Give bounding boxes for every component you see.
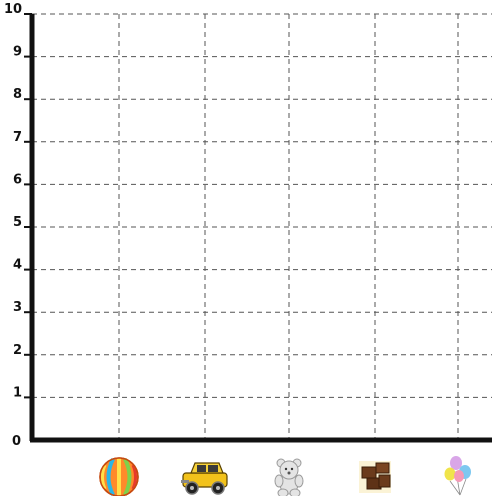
- y-tick-label: 8: [13, 87, 22, 102]
- chocolate-icon: [359, 461, 391, 493]
- balloons-icon: [444, 456, 471, 496]
- vertical-grid-lines: [118, 14, 459, 440]
- category-icons: [99, 456, 471, 496]
- beach-ball-icon: [99, 457, 139, 496]
- y-tick-label: 2: [13, 343, 22, 358]
- y-tick-label: 0: [12, 434, 21, 449]
- y-tick-label: 9: [13, 45, 22, 60]
- y-tick-label: 4: [13, 258, 22, 273]
- y-tick-label: 5: [13, 215, 22, 230]
- y-tick-label: 10: [4, 2, 22, 17]
- horizontal-grid-lines: [32, 13, 492, 398]
- toy-truck-icon: [181, 462, 228, 495]
- y-axis-tick-labels: 0 1 2 3 4 5 6 7 8 9 10: [4, 2, 22, 449]
- y-tick-label: 7: [13, 130, 22, 145]
- y-tick-label: 3: [13, 300, 22, 315]
- y-tick-label: 6: [13, 172, 22, 187]
- teddy-bear-icon: [274, 458, 304, 496]
- y-tick-label: 1: [13, 385, 22, 400]
